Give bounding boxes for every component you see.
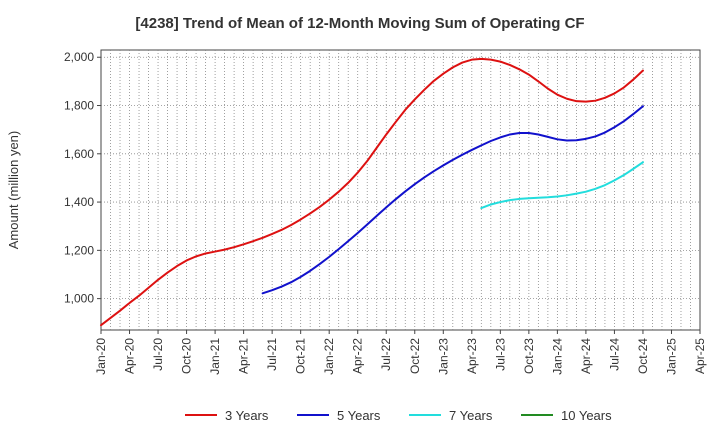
x-tick-label: Jul-23 (493, 338, 507, 371)
y-tick-label: 1,200 (64, 243, 94, 257)
y-tick-label: 1,800 (64, 99, 94, 113)
x-tick-label: Jan-23 (436, 338, 450, 375)
series-lines (100, 57, 644, 327)
x-tick-label: Apr-22 (351, 338, 365, 374)
x-tick-label: Jan-20 (94, 338, 108, 375)
legend-label-3: 7 Years (449, 408, 493, 423)
x-tick-label: Oct-23 (522, 338, 536, 374)
legend-label-4: 10 Years (561, 408, 612, 423)
x-tick-label: Jul-20 (151, 338, 165, 371)
x-tick-label: Apr-21 (237, 338, 251, 374)
x-tick-label: Apr-25 (693, 338, 707, 374)
x-tick-label: Oct-24 (636, 338, 650, 374)
y-axis: 1,000 1,200 1,400 1,600 1,800 2,000 (64, 50, 101, 306)
grid (101, 50, 700, 330)
legend: 3 Years 5 Years 7 Years 10 Years (185, 408, 612, 423)
chart-title: [4238] Trend of Mean of 12-Month Moving … (135, 15, 584, 32)
legend-label-2: 5 Years (337, 408, 381, 423)
legend-label-1: 3 Years (225, 408, 269, 423)
x-tick-label: Apr-20 (123, 338, 137, 374)
x-tick-label: Apr-24 (579, 338, 593, 374)
y-tick-label: 2,000 (64, 50, 94, 64)
x-tick-label: Oct-20 (180, 338, 194, 374)
x-tick-label: Oct-21 (294, 338, 308, 374)
x-tick-label: Jul-22 (379, 338, 393, 371)
series-line-2 (261, 105, 644, 295)
x-tick-label: Apr-23 (465, 338, 479, 374)
y-tick-label: 1,600 (64, 147, 94, 161)
x-axis: Jan-20 Apr-20 Jul-20 Oct-20 Jan-21 Apr-21 Jul-… (94, 330, 707, 375)
plot-area (100, 49, 701, 331)
y-axis-label: Amount (million yen) (6, 131, 21, 250)
y-tick-label: 1,400 (64, 195, 94, 209)
x-tick-label: Jan-24 (550, 338, 564, 375)
x-tick-label: Oct-22 (408, 338, 422, 374)
y-tick-label: 1,000 (64, 292, 94, 306)
x-tick-label: Jan-21 (208, 338, 222, 375)
x-tick-label: Jul-21 (265, 338, 279, 371)
x-tick-label: Jan-22 (322, 338, 336, 375)
series-line-1 (100, 57, 644, 327)
x-tick-label: Jul-24 (607, 338, 621, 371)
x-tick-label: Jan-25 (664, 338, 678, 375)
series-line-3 (480, 161, 644, 210)
